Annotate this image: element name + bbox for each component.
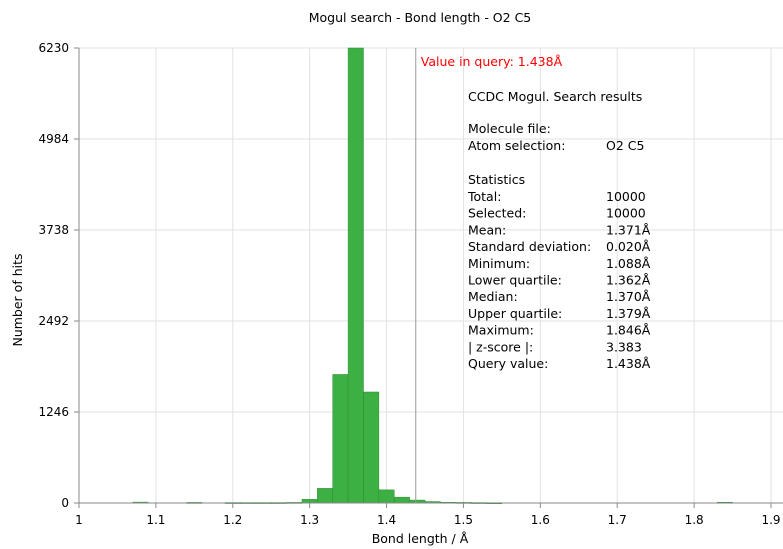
stat-value: 1.371Å bbox=[606, 222, 651, 237]
stat-label: Total: bbox=[467, 189, 501, 204]
x-tick-label: 1.2 bbox=[223, 513, 242, 527]
histogram-bar bbox=[332, 374, 349, 504]
stat-label: Mean: bbox=[468, 222, 506, 237]
x-tick-label: 1.3 bbox=[300, 513, 319, 527]
stat-label: Lower quartile: bbox=[468, 273, 562, 288]
atom-selection-label: Atom selection: bbox=[468, 138, 565, 153]
y-tick-label: 3738 bbox=[38, 223, 69, 237]
statistics-rows: Total: 10000 Selected: 10000 Mean: 1.371Å Stan… bbox=[467, 189, 651, 371]
axes bbox=[78, 48, 783, 504]
stat-label: Minimum: bbox=[468, 256, 530, 271]
histogram-bar bbox=[393, 496, 410, 504]
stat-value: 1.379Å bbox=[606, 306, 651, 321]
x-tick-label: 1.1 bbox=[146, 513, 165, 527]
grid-lines bbox=[79, 47, 783, 503]
stat-value: 1.846Å bbox=[606, 323, 651, 338]
x-tick-label: 1.9 bbox=[761, 513, 780, 527]
stat-value: 10000 bbox=[606, 189, 646, 204]
histogram-bar bbox=[347, 47, 364, 504]
stat-label: | z-score |: bbox=[468, 339, 533, 354]
histogram-bar bbox=[317, 488, 333, 504]
stat-value: 1.370Å bbox=[606, 289, 651, 304]
stat-label: Selected: bbox=[468, 206, 526, 221]
stat-value: 3.383 bbox=[606, 339, 642, 354]
histogram-bar bbox=[378, 489, 395, 504]
stat-value: 0.020Å bbox=[606, 239, 651, 254]
stat-value: 10000 bbox=[606, 206, 646, 221]
x-tick-label: 1.6 bbox=[531, 513, 550, 527]
molecule-file-label: Molecule file: bbox=[468, 121, 551, 136]
stat-label: Standard deviation: bbox=[468, 239, 591, 254]
stat-label: Median: bbox=[468, 289, 518, 304]
x-tick-label: 1 bbox=[75, 513, 83, 527]
stats-heading: CCDC Mogul. Search results bbox=[468, 89, 642, 104]
histogram-bar bbox=[301, 499, 318, 504]
y-ticks: 0 1246 2492 3738 4984 6230 bbox=[38, 41, 79, 510]
chart-title: Mogul search - Bond length - O2 C5 bbox=[309, 10, 532, 25]
x-tick-label: 1.7 bbox=[608, 513, 627, 527]
x-tick-label: 1.8 bbox=[685, 513, 704, 527]
y-tick-label: 2492 bbox=[38, 314, 69, 328]
stat-value: 1.088Å bbox=[606, 256, 651, 271]
histogram-bar bbox=[363, 391, 380, 504]
stat-label: Upper quartile: bbox=[468, 306, 562, 321]
query-value-label: Value in query: 1.438Å bbox=[421, 54, 563, 69]
stats-panel: CCDC Mogul. Search results Molecule file… bbox=[467, 89, 651, 371]
y-tick-label: 1246 bbox=[38, 405, 69, 419]
y-tick-label: 4984 bbox=[38, 132, 69, 146]
y-tick-label: 6230 bbox=[38, 41, 69, 55]
statistics-heading: Statistics bbox=[468, 172, 525, 187]
x-tick-label: 1.4 bbox=[377, 513, 396, 527]
y-axis-label: Number of hits bbox=[10, 253, 25, 346]
x-axis-label: Bond length / Å bbox=[372, 531, 469, 546]
stat-value: 1.438Å bbox=[606, 356, 651, 371]
atom-selection-value: O2 C5 bbox=[606, 138, 644, 153]
stat-value: 1.362Å bbox=[606, 273, 651, 288]
stat-label: Maximum: bbox=[468, 323, 534, 338]
x-tick-label: 1.5 bbox=[454, 513, 473, 527]
y-tick-label: 0 bbox=[61, 496, 69, 510]
stat-label: Query value: bbox=[468, 356, 548, 371]
x-ticks: 1 1.1 1.2 1.3 1.4 1.5 1.6 1.7 1.8 1.9 bbox=[75, 503, 781, 527]
